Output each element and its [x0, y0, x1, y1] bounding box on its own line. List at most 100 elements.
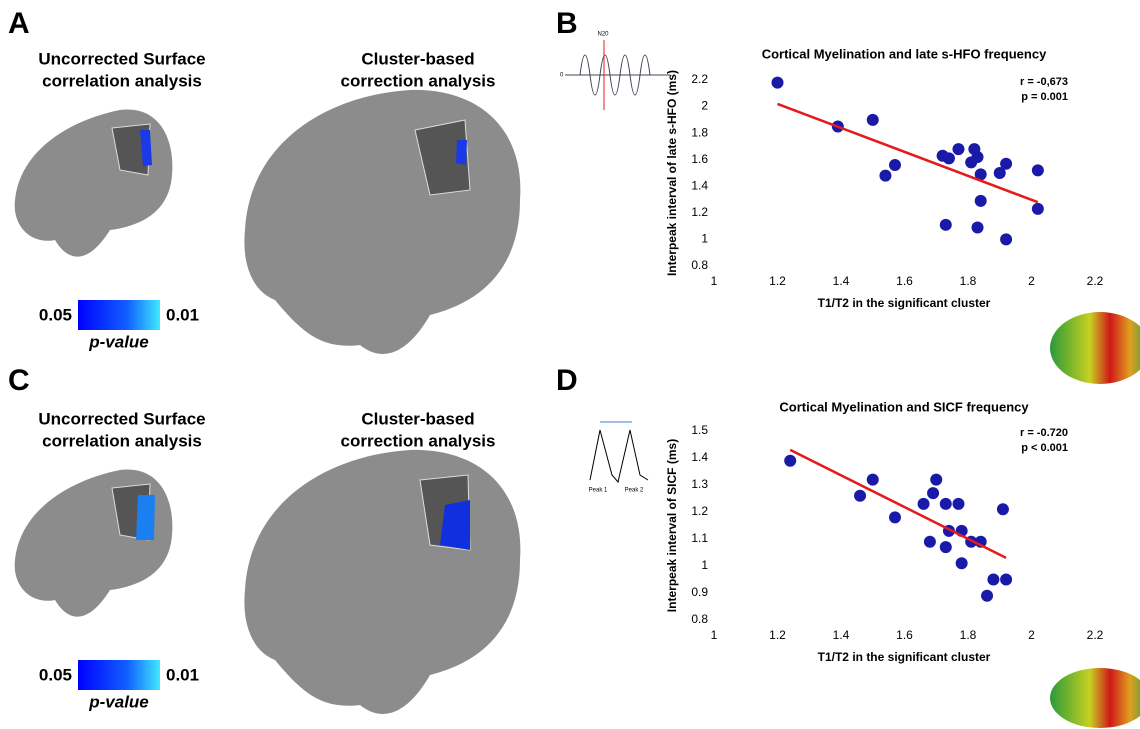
colorbar-label: 0.05	[39, 305, 72, 324]
y-tick-label: 0.8	[691, 258, 708, 272]
y-tick-label: 1.4	[691, 178, 708, 192]
point	[854, 489, 867, 502]
point	[771, 76, 784, 89]
panel-title: correlation analysis	[42, 71, 202, 90]
point	[955, 557, 968, 570]
point	[1031, 164, 1044, 177]
y-tick-label: 1.5	[691, 423, 708, 437]
y-axis-label: Interpeak interval of late s-HFO (ms)	[665, 70, 679, 276]
point	[888, 159, 901, 172]
annotation: r = -0,673	[1020, 76, 1068, 88]
colorbar	[78, 300, 160, 330]
x-tick-label: 2.2	[1087, 628, 1104, 642]
point	[917, 497, 930, 510]
x-tick-label: 1.8	[960, 274, 977, 288]
myelin-map	[1050, 312, 1140, 384]
point	[942, 152, 955, 165]
point	[923, 535, 936, 548]
panel-title: correlation analysis	[42, 431, 202, 450]
brain-large	[244, 89, 521, 354]
annotation: r = -0.720	[1020, 427, 1068, 439]
panel-title: correction analysis	[341, 71, 496, 90]
point	[866, 113, 879, 126]
point	[939, 541, 952, 554]
point	[996, 503, 1009, 516]
colorbar	[78, 660, 160, 690]
y-tick-label: 1.1	[691, 531, 708, 545]
inset-label: N20	[597, 32, 609, 38]
point	[965, 156, 978, 169]
point	[866, 473, 879, 486]
waveform	[565, 54, 670, 96]
annotation: p < 0.001	[1021, 442, 1068, 454]
x-tick-label: 1.4	[833, 628, 850, 642]
point	[952, 497, 965, 510]
point	[971, 221, 984, 234]
point	[974, 168, 987, 181]
y-tick-label: 0.8	[691, 612, 708, 626]
panel-label: B	[556, 7, 578, 40]
chart-title: Cortical Myelination and SICF frequency	[779, 399, 1029, 414]
x-tick-label: 2.2	[1087, 274, 1104, 288]
panel-title: Cluster-based	[361, 409, 474, 428]
colorbar-title: p-value	[88, 692, 149, 711]
panel-title: correction analysis	[341, 431, 496, 450]
point	[993, 167, 1006, 179]
x-tick-label: 1	[711, 628, 718, 642]
point	[939, 497, 952, 510]
point	[888, 511, 901, 524]
colorbar-label: 0.01	[166, 665, 199, 684]
x-axis-label: T1/T2 in the significant cluster	[818, 650, 991, 664]
point	[1000, 233, 1013, 246]
y-tick-label: 2	[701, 99, 708, 113]
colorbar-label: 0.05	[39, 665, 72, 684]
chart-title: Cortical Myelination and late s-HFO freq…	[762, 46, 1047, 61]
panel-title: Uncorrected Surface	[38, 409, 205, 428]
x-tick-label: 1.4	[833, 274, 850, 288]
x-axis-label: T1/T2 in the significant cluster	[818, 296, 991, 310]
trendline	[777, 102, 1039, 204]
brain-small	[14, 109, 173, 257]
point	[930, 473, 943, 486]
y-tick-label: 1.2	[691, 504, 708, 518]
y-tick-label: 0.9	[691, 585, 708, 599]
y-tick-label: 1	[701, 232, 708, 246]
x-tick-label: 1.6	[896, 628, 913, 642]
x-tick-label: 2	[1028, 274, 1035, 288]
point	[879, 169, 892, 182]
inset-label: Peak 2	[625, 488, 644, 494]
point	[981, 589, 994, 602]
x-tick-label: 1	[711, 274, 718, 288]
panel-title: Cluster-based	[361, 49, 474, 68]
point	[974, 194, 987, 207]
colorbar-title: p-value	[88, 332, 149, 351]
point	[1000, 573, 1013, 586]
brain-large	[244, 449, 521, 714]
y-tick-label: 1.8	[691, 125, 708, 139]
y-tick-label: 1.3	[691, 477, 708, 491]
inset-label: Peak 1	[589, 488, 608, 494]
x-tick-label: 1.2	[769, 628, 786, 642]
point	[1000, 157, 1013, 170]
trendline	[789, 448, 1007, 560]
annotation: p = 0.001	[1021, 91, 1068, 103]
y-tick-label: 1.4	[691, 450, 708, 464]
panel-title: Uncorrected Surface	[38, 49, 205, 68]
x-tick-label: 1.2	[769, 274, 786, 288]
point	[952, 143, 965, 156]
inset-label: 0	[560, 73, 564, 79]
y-tick-label: 1.6	[691, 152, 708, 166]
y-tick-label: 2.2	[691, 72, 708, 86]
y-tick-label: 1	[701, 558, 708, 572]
x-tick-label: 1.8	[960, 628, 977, 642]
y-axis-label: Interpeak interval of SICF (ms)	[665, 439, 679, 612]
brain-small	[14, 469, 173, 617]
point	[987, 573, 1000, 586]
myelin-map	[1050, 668, 1140, 728]
colorbar-label: 0.01	[166, 305, 199, 324]
x-tick-label: 2	[1028, 628, 1035, 642]
y-tick-label: 1.2	[691, 205, 708, 219]
x-tick-label: 1.6	[896, 274, 913, 288]
point	[927, 487, 940, 500]
